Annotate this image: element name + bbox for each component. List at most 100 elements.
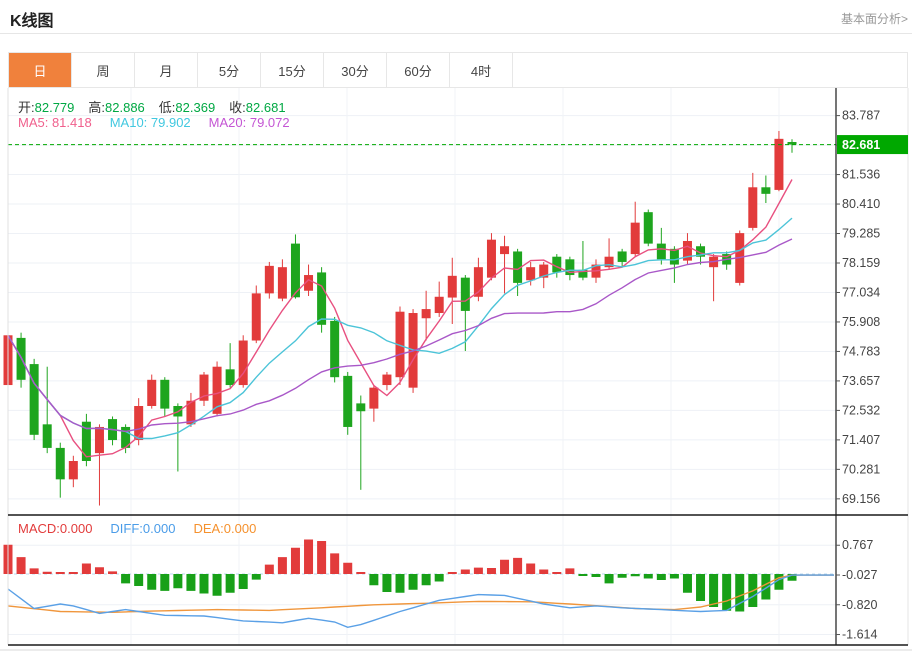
price-tick-label: 81.536 bbox=[842, 168, 880, 182]
macd-bar bbox=[774, 574, 784, 590]
price-tick-label: 80.410 bbox=[842, 197, 880, 211]
candle-body bbox=[473, 267, 483, 297]
macd-value: DEA:0.000 bbox=[193, 521, 257, 536]
ma10-line bbox=[7, 217, 793, 440]
candle-body bbox=[264, 265, 274, 294]
macd-bar bbox=[486, 568, 496, 574]
tab-item-4[interactable]: 15分 bbox=[261, 53, 324, 87]
macd-bar bbox=[669, 574, 679, 579]
macd-bar bbox=[617, 574, 627, 578]
macd-axis-layer: 0.767 -0.027 -0.820 -1.614 bbox=[836, 538, 877, 642]
macd-bar bbox=[343, 562, 353, 574]
price-tick-label: 70.281 bbox=[842, 462, 880, 476]
candle-body bbox=[134, 405, 144, 441]
macd-bar bbox=[630, 574, 640, 577]
candle-body bbox=[513, 251, 523, 283]
candle-body bbox=[225, 369, 235, 386]
candle-body bbox=[147, 379, 157, 406]
macd-bar bbox=[526, 563, 536, 574]
macd-bar bbox=[369, 574, 379, 586]
candle-body bbox=[539, 264, 549, 278]
candle-body bbox=[277, 267, 287, 299]
diff-line bbox=[7, 574, 834, 629]
macd-bar bbox=[238, 574, 248, 589]
macd-bar bbox=[317, 541, 327, 574]
candle-body bbox=[238, 340, 248, 386]
macd-bar bbox=[290, 547, 300, 574]
macd-layer bbox=[3, 539, 836, 629]
macd-bar bbox=[682, 574, 692, 593]
tab-item-7[interactable]: 4时 bbox=[450, 53, 513, 87]
macd-bar bbox=[94, 567, 104, 574]
candle-body bbox=[578, 269, 588, 278]
candle-body bbox=[526, 267, 536, 281]
tab-item-1[interactable]: 周 bbox=[72, 53, 135, 87]
macd-bar bbox=[186, 574, 196, 591]
candle-body bbox=[81, 421, 91, 462]
ohlc-label: 低: bbox=[158, 100, 176, 115]
ohlc-value: 82.779 bbox=[34, 100, 75, 115]
macd-value: MACD:0.000 bbox=[18, 521, 93, 536]
macd-bar bbox=[330, 553, 340, 574]
tab-item-3[interactable]: 5分 bbox=[198, 53, 261, 87]
price-tick-label: 69.156 bbox=[842, 492, 880, 506]
candle-body bbox=[500, 246, 510, 255]
candle-body bbox=[617, 251, 627, 262]
macd-tick-label: -1.614 bbox=[842, 628, 877, 642]
macd-bar bbox=[761, 574, 771, 600]
price-tick-label: 73.657 bbox=[842, 374, 880, 388]
tab-item-2[interactable]: 月 bbox=[135, 53, 198, 87]
candle-body bbox=[42, 424, 52, 448]
price-tick-label: 79.285 bbox=[842, 227, 880, 241]
macd-bar bbox=[591, 574, 601, 577]
macd-bar bbox=[709, 574, 719, 607]
candle-body bbox=[643, 212, 653, 244]
macd-bar bbox=[81, 563, 91, 574]
candle-body bbox=[343, 375, 353, 427]
ohlc-value: 82.369 bbox=[175, 100, 216, 115]
macd-bar bbox=[212, 574, 222, 596]
fundamental-analysis-link[interactable]: 基本面分析> bbox=[840, 12, 908, 26]
ma-readout: MA5: 81.418 MA10: 79.902 MA20: 79.072 bbox=[18, 115, 308, 130]
current-price-label: 82.681 bbox=[842, 138, 880, 152]
candle-body bbox=[356, 403, 366, 412]
macd-bar bbox=[304, 539, 314, 574]
macd-bar bbox=[251, 574, 261, 580]
candle-body bbox=[160, 379, 170, 409]
candle-body bbox=[68, 461, 78, 480]
macd-bar bbox=[225, 574, 235, 593]
tab-item-6[interactable]: 60分 bbox=[387, 53, 450, 87]
macd-bar bbox=[460, 569, 470, 574]
macd-bar bbox=[722, 574, 732, 611]
macd-bar bbox=[578, 574, 588, 576]
ma-lines-layer bbox=[7, 179, 793, 458]
macd-tick-label: 0.767 bbox=[842, 538, 873, 552]
candle-body bbox=[317, 272, 327, 325]
candle-body bbox=[290, 243, 300, 298]
period-tabbar: 日周月 5分 15分 30分 60分 4时 bbox=[8, 52, 908, 88]
macd-value: DIFF:0.000 bbox=[110, 521, 176, 536]
macd-bar bbox=[408, 574, 418, 590]
ma-value: MA5: 81.418 bbox=[18, 115, 92, 130]
macd-bar bbox=[434, 574, 444, 582]
tab-item-5[interactable]: 30分 bbox=[324, 53, 387, 87]
price-tick-label: 77.034 bbox=[842, 285, 880, 299]
candle-body bbox=[774, 138, 784, 190]
candle-body bbox=[761, 187, 771, 194]
candle-body bbox=[447, 275, 457, 298]
candle-body bbox=[656, 243, 666, 260]
tab-item-0[interactable]: 日 bbox=[9, 53, 72, 87]
ohlc-label: 开: bbox=[18, 100, 35, 115]
candle-body bbox=[421, 309, 431, 319]
current-price-badge bbox=[837, 135, 908, 155]
macd-bar bbox=[552, 572, 562, 574]
macd-bar bbox=[160, 574, 170, 591]
macd-bar bbox=[473, 567, 483, 574]
macd-bar bbox=[421, 574, 431, 586]
macd-bar bbox=[382, 574, 392, 592]
candle-body bbox=[55, 447, 65, 480]
macd-bar bbox=[121, 574, 131, 584]
macd-bar bbox=[42, 571, 52, 574]
